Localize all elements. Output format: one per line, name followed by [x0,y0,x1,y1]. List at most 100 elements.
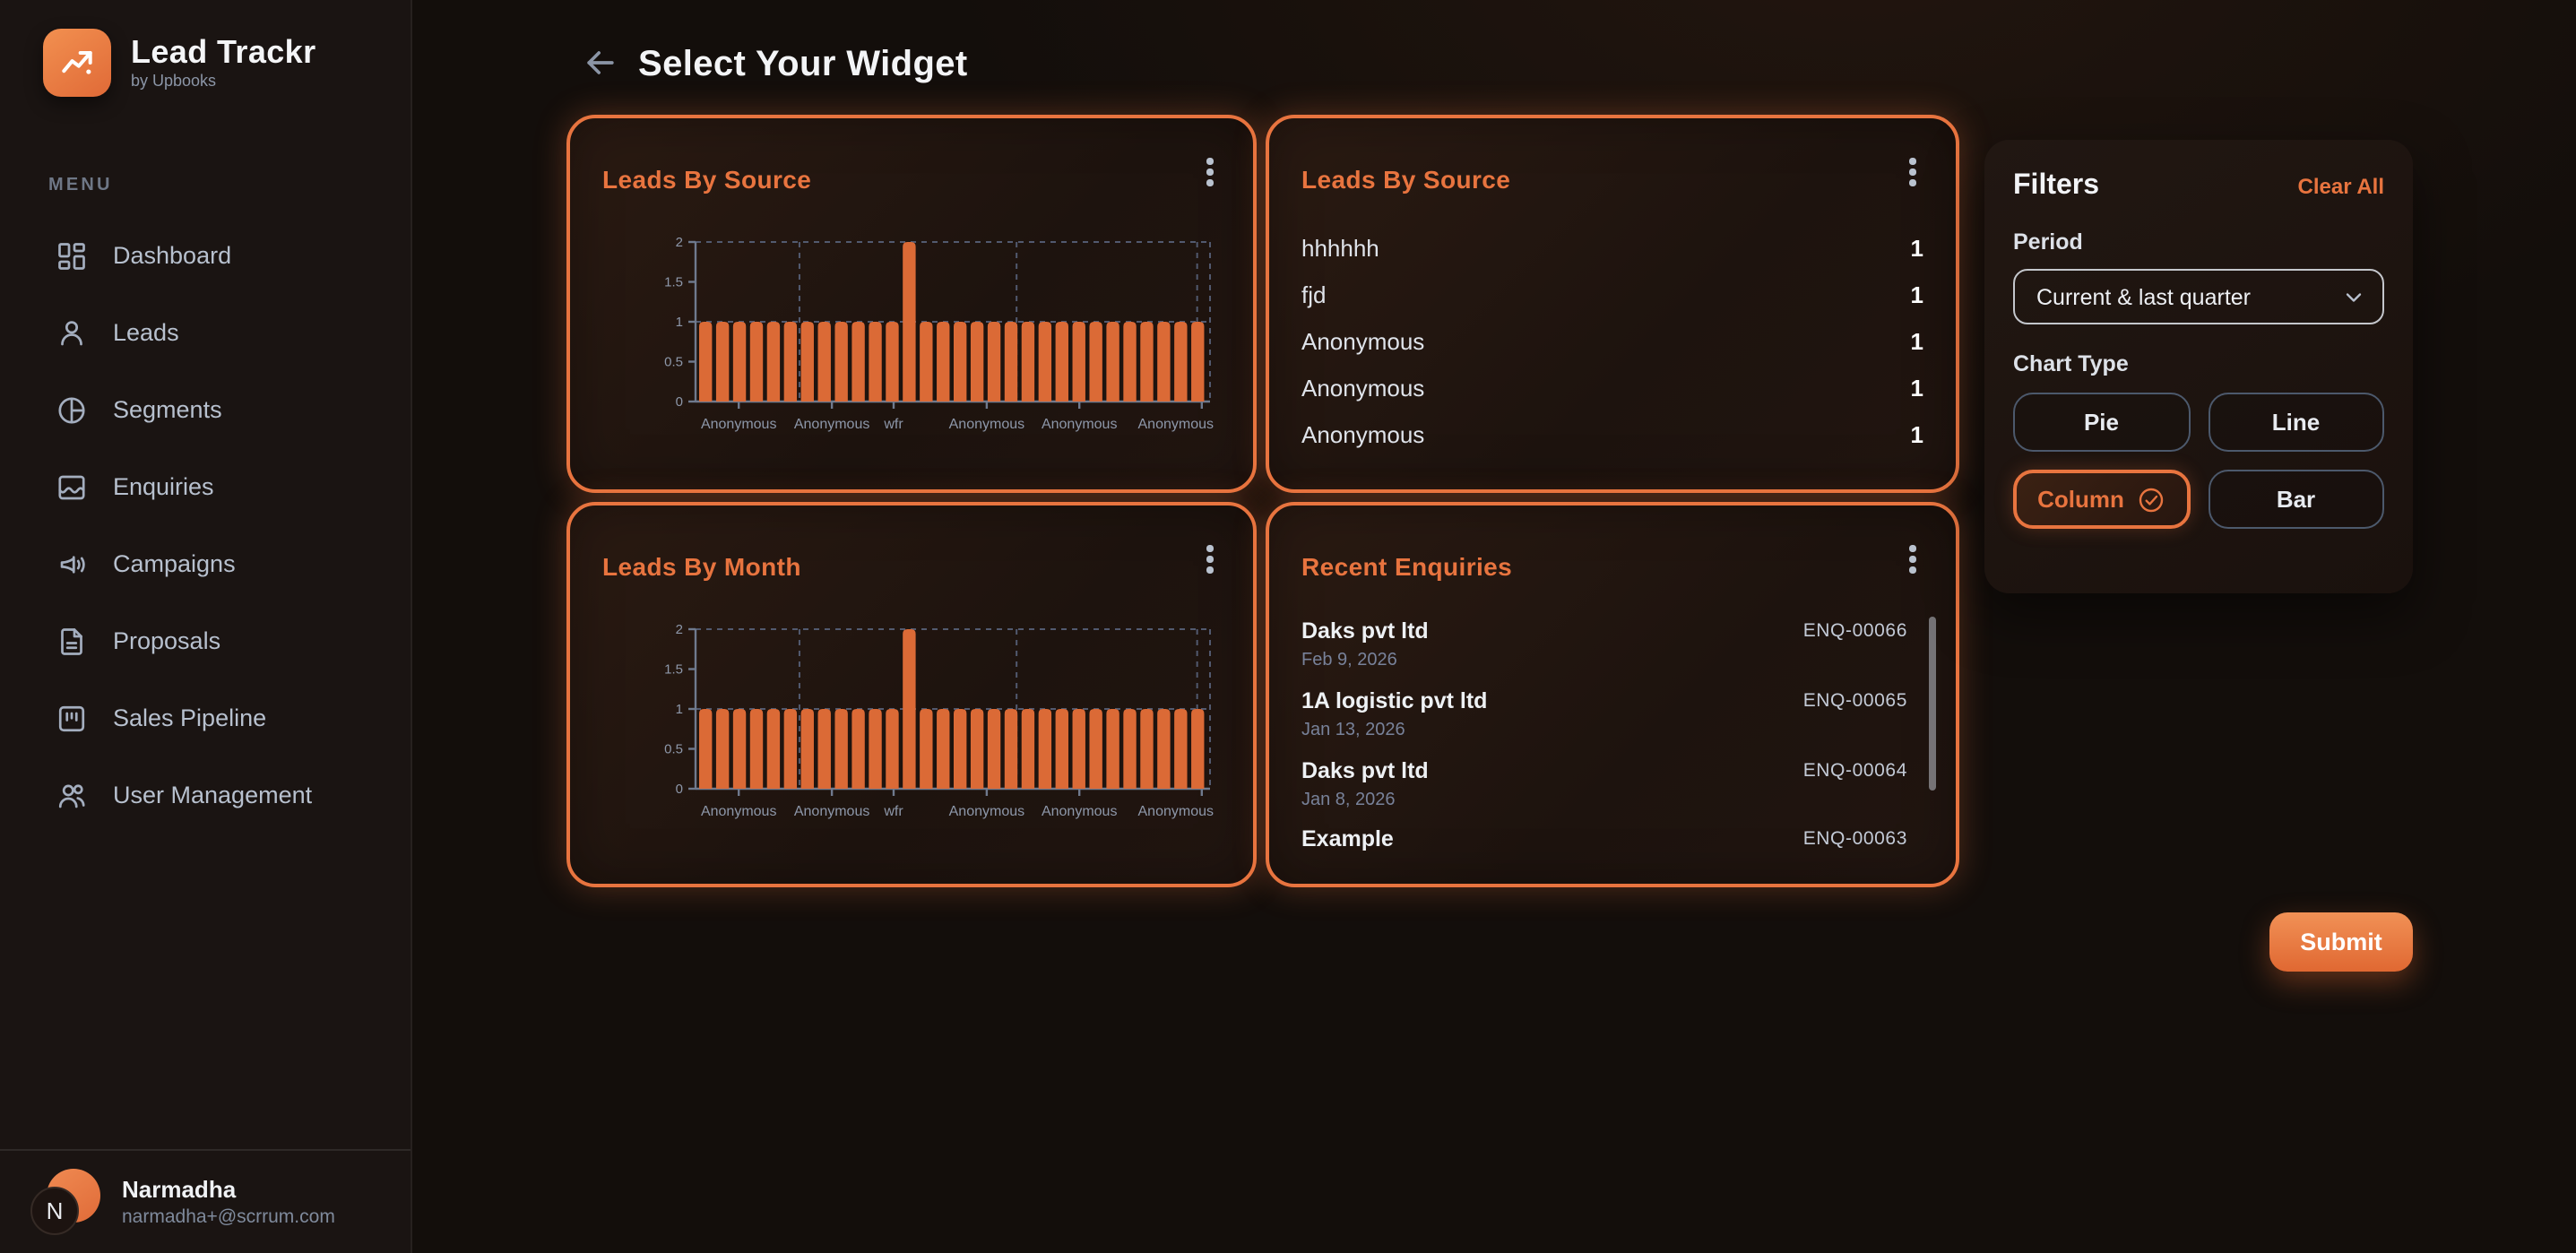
widget-title: Leads By Month [602,552,801,581]
sidebar-item-label: Enquiries [113,473,214,500]
chart-type-column-button[interactable]: Column [2013,470,2190,529]
user-name: Narmadha [122,1176,237,1203]
widget-grid: Leads By Source 0 0.5 1 1.5 2 Anonymous Anonym… [566,115,1959,887]
svg-text:Anonymous: Anonymous [1042,417,1118,432]
chart-type-options: Pie Line Column Bar [2013,393,2384,529]
sidebar-item-segments[interactable]: Segments [0,371,411,448]
source-list-row: Anonymous 1 [1301,365,1923,411]
svg-text:Anonymous: Anonymous [701,804,777,819]
widget-title: Leads By Source [1301,165,1511,194]
chart-type-line-button[interactable]: Line [2208,393,2384,452]
svg-text:wfr: wfr [883,804,903,819]
svg-text:0.5: 0.5 [664,355,683,370]
kebab-menu-icon[interactable] [1897,540,1929,579]
widget-card-leads-by-month-chart[interactable]: Leads By Month 0 0.5 1 1.5 2 Anonymous Anonymo… [566,502,1257,887]
source-name: Anonymous [1301,421,1425,449]
inbox-icon [58,474,85,499]
check-circle-icon [2139,487,2164,512]
enquiry-row: Daks pvt ltd Jan 8, 2026 ENQ-00064 [1301,757,1907,827]
svg-text:Anonymous: Anonymous [794,804,870,819]
chevron-down-icon [2346,292,2362,301]
sidebar-item-campaigns[interactable]: Campaigns [0,525,411,602]
sidebar-item-label: Segments [113,396,222,423]
enquiry-code: ENQ-00065 [1802,689,1907,712]
sidebar-item-label: Leads [113,319,179,346]
enquiry-row: Example ENQ-00063 [1301,827,1907,884]
leads-by-source-bar-chart: 0 0.5 1 1.5 2 Anonymous Anonymous wfr Anonymous A… [664,235,1215,432]
users-icon [58,783,85,808]
user-profile[interactable]: N Narmadha narmadha+@scrrum.com [0,1149,411,1253]
enquiry-code: ENQ-00063 [1802,828,1907,851]
arrow-left-icon[interactable] [581,43,624,86]
svg-text:1: 1 [676,315,683,330]
enquiry-code: ENQ-00066 [1802,620,1907,642]
enquiry-row: 1A logistic pvt ltd Jan 13, 2026 ENQ-00065 [1301,688,1907,758]
kebab-menu-icon[interactable] [1194,152,1226,192]
svg-text:0: 0 [676,394,683,410]
filters-title: Filters [2013,170,2100,201]
enquiry-list: Daks pvt ltd Feb 9, 2026 ENQ-00066 1A logis… [1301,618,1907,884]
period-selected-value: Current & last quarter [2036,284,2251,309]
enquiry-company: Daks pvt ltd [1301,757,1429,783]
source-count: 1 [1910,281,1923,308]
svg-text:wfr: wfr [883,417,903,432]
chart-type-bar-button[interactable]: Bar [2208,470,2384,529]
chart-type-label: Chart Type [2013,351,2129,376]
svg-text:2: 2 [676,235,683,250]
source-count: 1 [1910,375,1923,402]
page-title: Select Your Widget [638,45,968,84]
user-email: narmadha+@scrrum.com [122,1206,335,1228]
submit-button[interactable]: Submit [2269,912,2413,972]
avatar: N [30,1169,100,1235]
svg-text:1.5: 1.5 [664,662,683,678]
chart-type-option-label: Line [2271,409,2321,436]
sidebar-item-label: Campaigns [113,550,236,577]
svg-text:2: 2 [676,622,683,637]
svg-text:Anonymous: Anonymous [1138,417,1215,432]
enquiry-date: Jan 8, 2026 [1301,790,1396,810]
megaphone-icon [60,555,85,573]
svg-text:Anonymous: Anonymous [1042,804,1118,819]
enquiry-company: Daks pvt ltd [1301,618,1429,644]
svg-text:Anonymous: Anonymous [701,417,777,432]
sidebar-item-dashboard[interactable]: Dashboard [0,217,411,294]
sidebar-item-leads[interactable]: Leads [0,294,411,371]
widget-card-leads-by-source-chart[interactable]: Leads By Source 0 0.5 1 1.5 2 Anonymous Anonym… [566,115,1257,493]
source-name: fjd [1301,281,1327,308]
sidebar-item-sales-pipeline[interactable]: Sales Pipeline [0,679,411,756]
widget-card-recent-enquiries[interactable]: Recent Enquiries Daks pvt ltd Feb 9, 2026… [1266,502,1959,887]
svg-text:Anonymous: Anonymous [949,804,1025,819]
avatar-initial-badge: N [30,1187,79,1235]
source-list-row: Anonymous 1 [1301,412,1923,459]
widget-title: Recent Enquiries [1301,552,1513,581]
kebab-menu-icon[interactable] [1194,540,1226,579]
svg-text:0.5: 0.5 [664,742,683,757]
svg-text:1: 1 [676,702,683,717]
sidebar-menu: Dashboard Leads Segments Enquiries Campaigns… [0,217,411,834]
widget-title: Leads By Source [602,165,812,194]
leads-by-month-bar-chart: 0 0.5 1 1.5 2 Anonymous Anonymous wfr Anonymous A… [664,622,1214,819]
widget-card-leads-by-source-list[interactable]: Leads By Source hhhhhh 1 fjd 1 Anonymous 1 Ano… [1266,115,1959,493]
svg-text:Anonymous: Anonymous [794,417,870,432]
chart-type-option-label: Column [2037,486,2124,513]
source-count: 1 [1910,234,1923,262]
filters-panel: Filters Clear All Period Current & last … [1984,140,2413,593]
sidebar-item-user-management[interactable]: User Management [0,756,411,834]
person-icon [61,320,82,345]
period-select[interactable]: Current & last quarter [2013,269,2384,324]
chart-type-option-label: Bar [2276,486,2316,513]
source-list-row: hhhhhh 1 [1301,224,1923,271]
chart-type-pie-button[interactable]: Pie [2013,393,2190,452]
sidebar-item-enquiries[interactable]: Enquiries [0,448,411,525]
clear-all-button[interactable]: Clear All [2297,174,2385,199]
sidebar: Lead Trackr by Upbooks MENU Dashboard Lea… [0,0,412,1253]
sidebar-item-proposals[interactable]: Proposals [0,602,411,679]
source-list: hhhhhh 1 fjd 1 Anonymous 1 Anonymous 1 Anonymous… [1301,224,1923,459]
source-count: 1 [1910,327,1923,355]
enquiry-row: Daks pvt ltd Feb 9, 2026 ENQ-00066 [1301,618,1907,688]
source-name: hhhhhh [1301,234,1379,262]
dashboard-icon [58,242,85,269]
kebab-menu-icon[interactable] [1897,152,1929,192]
scrollbar-thumb[interactable] [1929,617,1936,791]
